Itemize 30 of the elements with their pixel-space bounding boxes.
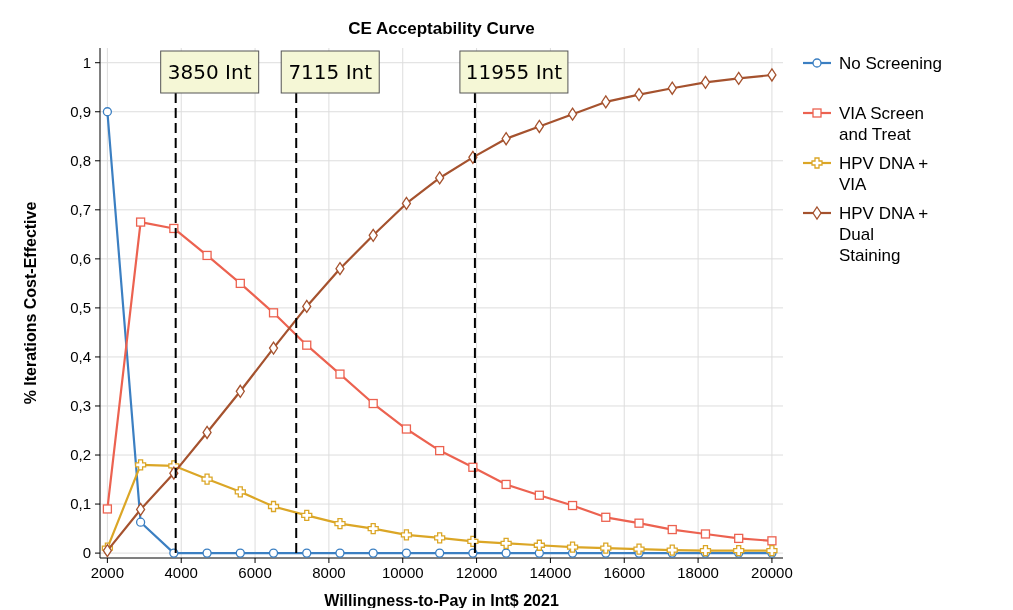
legend-label: HPV DNA + Dual Staining [839,204,929,265]
y-tick-label: 0,5 [70,298,91,316]
y-tick-label: 0,4 [70,347,91,365]
x-tick-label: 10000 [381,564,424,581]
y-tick-label: 0 [82,544,91,562]
y-tick-label: 0,6 [70,249,91,267]
x-tick-label: 18000 [677,564,719,581]
y-tick-label: 0,7 [70,200,91,218]
ref-line-label: 11955 Int [465,60,563,84]
x-tick-label: 20000 [751,564,793,581]
legend-label: VIA Screen and Treat [839,104,925,144]
y-tick-label: 0,3 [70,396,91,414]
y-axis-title: % Iterations Cost-Effective [22,201,39,405]
x-tick-label: 16000 [603,564,646,581]
y-tick-label: 0,1 [70,495,91,513]
y-tick-label: 0,2 [70,446,91,464]
ref-line-label: 7115 Int [288,60,373,84]
x-tick-label: 6000 [238,564,272,581]
y-tick-label: 1 [82,53,91,71]
x-tick-label: 8000 [312,564,346,581]
ref-line-label: 3850 Int [167,60,252,84]
chart-title: CE Acceptability Curve [348,19,535,38]
legend-label: HPV DNA + VIA [839,154,929,194]
y-tick-label: 0,8 [70,151,91,169]
y-tick-label: 0,9 [70,102,91,120]
x-tick-label: 14000 [529,564,572,581]
x-tick-label: 12000 [455,564,498,581]
x-tick-label: 4000 [164,564,198,581]
legend-label: No Screening [839,54,943,73]
x-tick-label: 2000 [90,564,125,581]
